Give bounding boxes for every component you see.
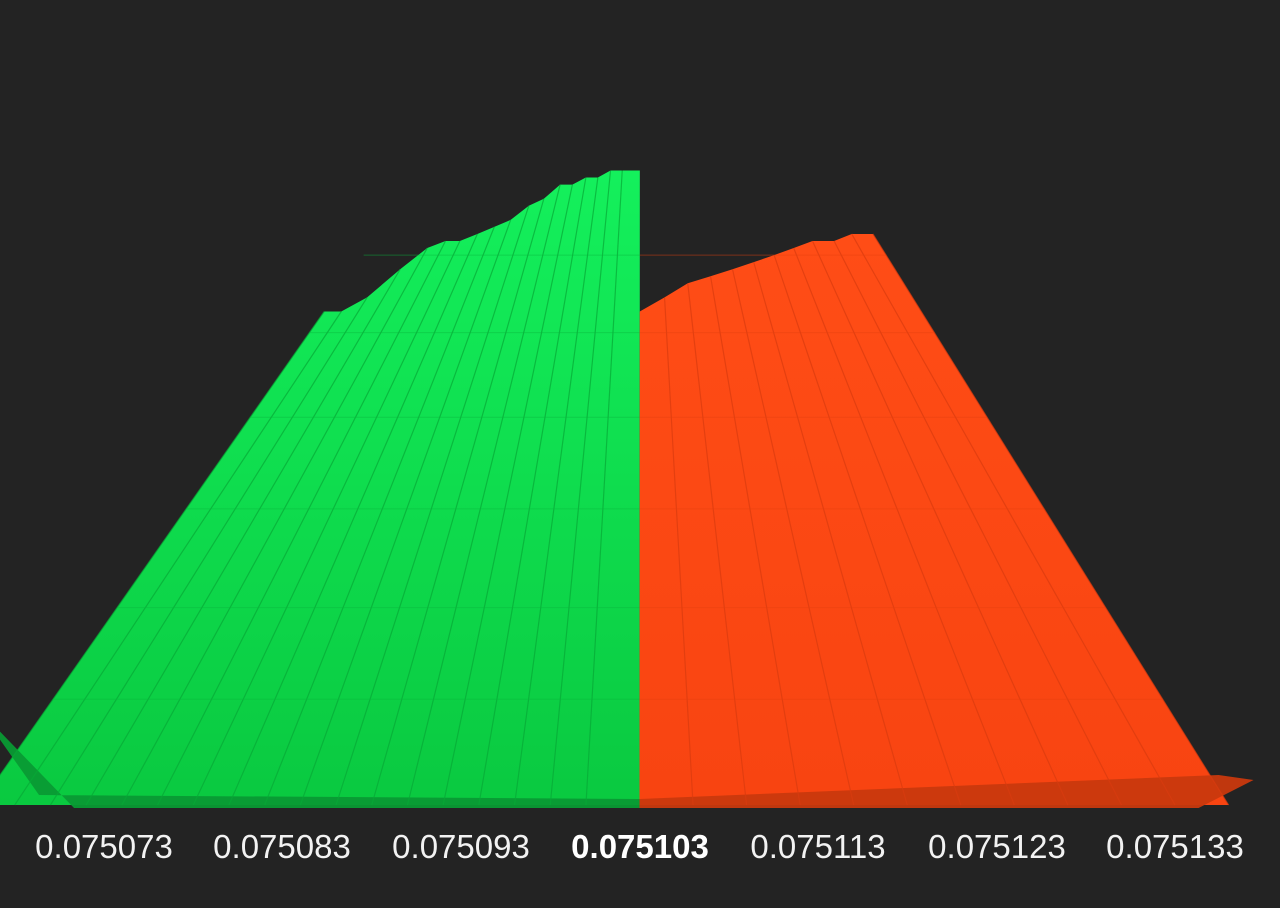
ask-layer: [639, 233, 1254, 808]
bid-level-line: [85, 268, 401, 806]
bid-layer: [0, 170, 640, 808]
bid-level-line: [549, 170, 612, 806]
bid-level-line: [228, 233, 478, 806]
bid-level-line: [121, 247, 428, 806]
ask-depth-surface: [639, 233, 1229, 805]
price-tick-label: 0.075093: [392, 828, 530, 865]
bid-level-line: [442, 184, 573, 806]
ask-level-line: [833, 240, 1122, 806]
ask-level-line: [811, 240, 1069, 806]
bid-level-line: [299, 219, 512, 806]
bid-level-line: [264, 226, 495, 806]
bid-level-line: [192, 240, 461, 806]
ask-level-line: [663, 297, 694, 806]
ask-level-line: [851, 233, 1176, 806]
price-axis: 0.075073 0.075083 0.075093 0.075103 0.07…: [35, 828, 1244, 865]
bid-level-line: [585, 170, 623, 806]
ask-level-line: [793, 247, 1015, 806]
bid-level-line: [406, 184, 561, 806]
bid-depth-side: [0, 731, 640, 808]
ask-level-line: [773, 254, 962, 806]
ask-level-line: [709, 276, 801, 806]
bid-level-line: [371, 198, 545, 806]
ask-level-line: [731, 269, 855, 806]
bid-level-line: [14, 311, 342, 806]
ask-level-line: [872, 233, 1230, 806]
price-tick-label: 0.075133: [1106, 828, 1244, 865]
mid-price-label: 0.075103: [571, 828, 709, 865]
price-tick-label: 0.075073: [35, 828, 173, 865]
bid-level-line: [513, 177, 599, 806]
ask-level-line: [687, 283, 748, 806]
price-tick-label: 0.075083: [213, 828, 351, 865]
bid-level-line: [335, 205, 530, 806]
bid-level-line: [49, 297, 368, 806]
price-tick-label: 0.075113: [750, 828, 885, 865]
bid-level-line: [478, 177, 587, 806]
price-tick-label: 0.075123: [928, 828, 1066, 865]
bid-level-line: [157, 240, 447, 806]
bid-level-line: [0, 311, 325, 777]
ask-level-line: [753, 261, 908, 806]
ask-depth-side: [639, 775, 1254, 808]
